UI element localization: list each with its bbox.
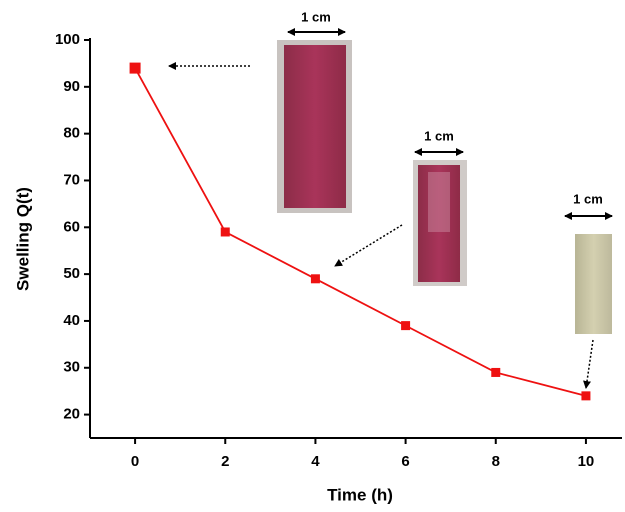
annotation: 1 cm xyxy=(573,191,603,206)
pointer-arrow xyxy=(334,224,403,267)
y-tick-label: 90 xyxy=(63,78,80,95)
sample-photo xyxy=(413,160,467,286)
sample-photo xyxy=(575,234,612,334)
data-point xyxy=(310,274,320,284)
y-tick-label: 70 xyxy=(63,171,80,188)
annotation: 1 cm xyxy=(301,9,331,24)
x-tick-label: 0 xyxy=(131,453,139,470)
x-tick-label: 8 xyxy=(492,453,500,470)
y-tick-label: 20 xyxy=(63,406,80,423)
data-point xyxy=(401,321,411,331)
y-axis-label: Swelling Q(t) xyxy=(13,187,32,291)
pointer-arrow xyxy=(583,339,594,389)
data-point xyxy=(129,62,141,74)
series-line xyxy=(134,67,587,397)
x-tick-label: 2 xyxy=(221,453,229,470)
x-tick-label: 10 xyxy=(578,453,595,470)
y-tick-label: 100 xyxy=(55,31,80,48)
data-point xyxy=(491,367,501,377)
y-tick-label: 30 xyxy=(63,359,80,376)
annotation: 1 cm xyxy=(424,128,454,143)
x-tick-label: 6 xyxy=(401,453,409,470)
y-tick-label: 60 xyxy=(63,218,80,235)
data-point xyxy=(220,227,230,237)
y-tick-label: 80 xyxy=(63,125,80,142)
y-tick-label: 40 xyxy=(63,312,80,329)
sample-photo xyxy=(277,40,352,213)
data-point xyxy=(581,391,591,401)
x-axis-label: Time (h) xyxy=(327,485,393,504)
x-tick-label: 4 xyxy=(311,453,320,470)
y-tick-label: 50 xyxy=(63,265,80,282)
